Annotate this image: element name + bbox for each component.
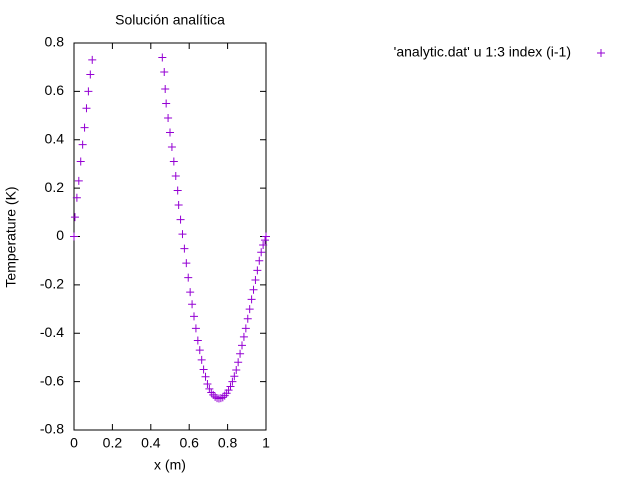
point	[188, 300, 197, 309]
x-tick-label: 0.6	[179, 435, 199, 451]
point	[261, 236, 270, 245]
y-tick-label: 0	[56, 227, 64, 243]
point	[70, 232, 78, 241]
x-axis-label: x (m)	[154, 457, 186, 473]
x-tick-label: 0	[70, 435, 78, 451]
y-tick-label: -0.4	[40, 324, 64, 340]
point	[249, 285, 258, 294]
point	[76, 157, 85, 166]
point	[230, 372, 239, 381]
point	[245, 305, 254, 314]
point	[164, 113, 173, 122]
point	[182, 259, 191, 268]
point	[84, 87, 93, 96]
point	[184, 273, 193, 282]
y-tick-label: 0.4	[45, 130, 65, 146]
y-axis-label: Temperature (K)	[3, 186, 19, 287]
point	[174, 201, 183, 210]
point	[74, 176, 83, 185]
point	[255, 256, 264, 265]
point	[80, 123, 89, 132]
point	[158, 53, 167, 62]
point	[226, 382, 235, 391]
plot-border	[73, 42, 267, 431]
point	[251, 276, 260, 285]
point	[88, 55, 97, 64]
point	[70, 213, 79, 222]
point	[161, 84, 170, 93]
y-tick-label: 0.6	[45, 82, 65, 98]
y-tick-label: -0.6	[40, 372, 64, 388]
point	[193, 336, 202, 345]
point	[178, 230, 187, 239]
point	[234, 358, 243, 367]
point	[160, 68, 169, 77]
point	[162, 99, 171, 108]
point	[186, 288, 195, 297]
point	[211, 392, 220, 401]
point	[241, 324, 250, 333]
point	[201, 372, 210, 381]
point	[199, 365, 208, 374]
legend-label: 'analytic.dat' u 1:3 index (i-1)	[394, 44, 571, 60]
point	[176, 215, 185, 224]
point	[262, 232, 270, 241]
y-tick-label: -0.2	[40, 276, 64, 292]
point	[238, 341, 246, 350]
point	[205, 384, 214, 393]
point	[195, 346, 204, 355]
point	[239, 332, 248, 341]
point	[167, 143, 176, 152]
point	[171, 172, 180, 181]
x-tick-label: 0.4	[141, 435, 161, 451]
point	[190, 312, 198, 321]
x-tick-label: 1	[262, 435, 270, 451]
point	[253, 266, 262, 275]
point	[78, 140, 87, 149]
x-tick-label: 0.2	[103, 435, 123, 451]
point	[224, 386, 233, 395]
point	[203, 380, 212, 389]
point	[180, 244, 189, 253]
point	[72, 193, 81, 202]
point	[169, 157, 178, 166]
point	[247, 295, 256, 304]
point	[166, 128, 174, 137]
x-tick-label: 0.8	[218, 435, 238, 451]
point	[232, 366, 241, 375]
point	[82, 104, 91, 113]
point	[173, 186, 182, 195]
chart-title: Solución analítica	[115, 12, 225, 28]
point	[236, 349, 245, 358]
point	[191, 324, 200, 333]
point	[257, 248, 266, 257]
y-tick-label: 0.2	[45, 179, 65, 195]
point	[259, 240, 268, 249]
point	[228, 377, 237, 386]
point	[218, 393, 227, 402]
legend-marker	[597, 49, 605, 57]
y-tick-label: 0.8	[45, 34, 65, 50]
y-tick-label: -0.8	[40, 421, 64, 437]
point	[197, 355, 206, 364]
point	[243, 314, 252, 323]
point	[86, 70, 95, 79]
